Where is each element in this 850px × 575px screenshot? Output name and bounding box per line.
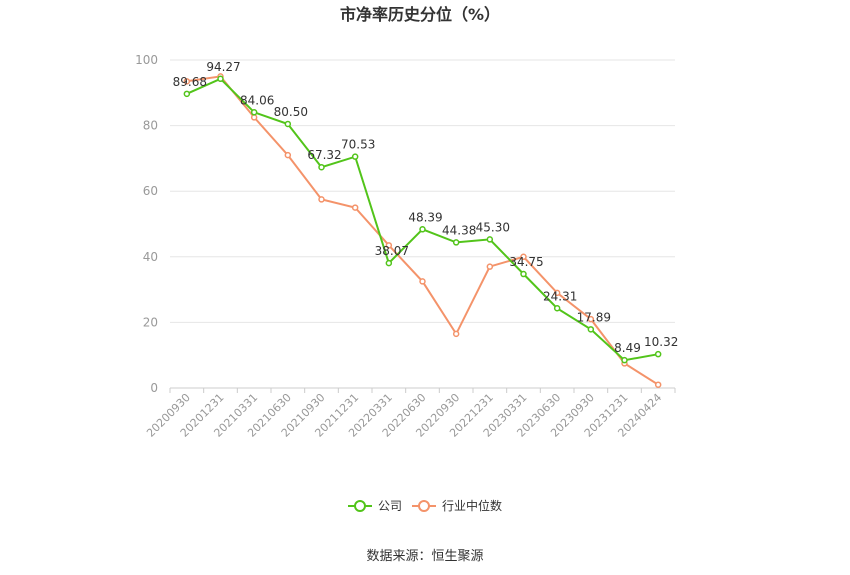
data-point-0: [250, 109, 258, 116]
gridlines: [169, 59, 676, 393]
y-axis-ticks: 0 20 40 60 80 100: [135, 53, 158, 395]
data-label: 67.32: [307, 148, 341, 162]
data-point-0: [621, 356, 628, 364]
data-label: 38.07: [375, 244, 409, 258]
legend-label: 公司: [378, 499, 402, 513]
data-point-1: [183, 78, 191, 85]
data-point-0: [217, 75, 224, 83]
data-point-0: [351, 153, 359, 160]
data-label: 48.39: [408, 210, 442, 224]
data-point-1: [284, 151, 292, 159]
data-point-1: [452, 330, 460, 338]
legend-item-0[interactable]: 公司: [348, 499, 402, 513]
y-tick-label: 40: [143, 250, 158, 264]
data-point-0: [284, 120, 292, 128]
chart-title: 市净率历史分位（%）: [340, 5, 500, 24]
data-label: 70.53: [341, 138, 375, 152]
series-points: [183, 73, 662, 388]
data-point-1: [486, 263, 494, 270]
data-label: 89.68: [173, 75, 207, 89]
data-label: 45.30: [476, 220, 510, 234]
data-label: 44.38: [442, 223, 476, 237]
legend-item-1[interactable]: 行业中位数: [412, 498, 502, 513]
data-label: 34.75: [509, 255, 543, 269]
data-point-1: [250, 114, 258, 121]
y-tick-label: 0: [150, 381, 158, 395]
data-point-1: [553, 289, 561, 297]
data-point-0: [654, 350, 662, 358]
data-point-1: [351, 204, 359, 211]
y-tick-label: 20: [143, 315, 158, 329]
x-axis-ticks: 2020093020201231202103312021063020210930…: [144, 391, 664, 440]
data-point-1: [587, 315, 595, 323]
data-point-1: [385, 242, 393, 249]
data-label: 84.06: [240, 93, 274, 107]
legend[interactable]: 公司 行业中位数: [348, 498, 502, 513]
data-point-1: [654, 381, 662, 388]
data-point-0: [587, 326, 595, 333]
y-tick-label: 60: [143, 184, 158, 198]
legend-label: 行业中位数: [442, 498, 502, 513]
data-point-1: [520, 253, 527, 261]
data-point-0: [520, 270, 527, 278]
data-point-0: [419, 226, 426, 233]
legend-marker-icon: [418, 500, 430, 512]
data-point-0: [486, 236, 494, 243]
data-point-1: [318, 196, 325, 203]
data-label: 17.89: [577, 310, 611, 324]
data-point-0: [183, 90, 191, 98]
data-label: 94.27: [206, 60, 240, 74]
data-point-0: [318, 163, 325, 171]
data-point-0: [553, 305, 561, 312]
data-label: 8.49: [614, 341, 641, 355]
data-label: 80.50: [274, 105, 308, 119]
data-label: 10.32: [644, 335, 678, 349]
data-point-0: [452, 239, 460, 246]
data-source-note: 数据来源：恒生聚源: [366, 549, 483, 564]
legend-marker-icon: [354, 500, 366, 512]
y-tick-label: 80: [143, 119, 158, 133]
data-point-0: [385, 259, 393, 267]
y-tick-label: 100: [135, 53, 158, 67]
data-point-1: [419, 278, 426, 285]
data-label: 24.31: [543, 289, 577, 303]
